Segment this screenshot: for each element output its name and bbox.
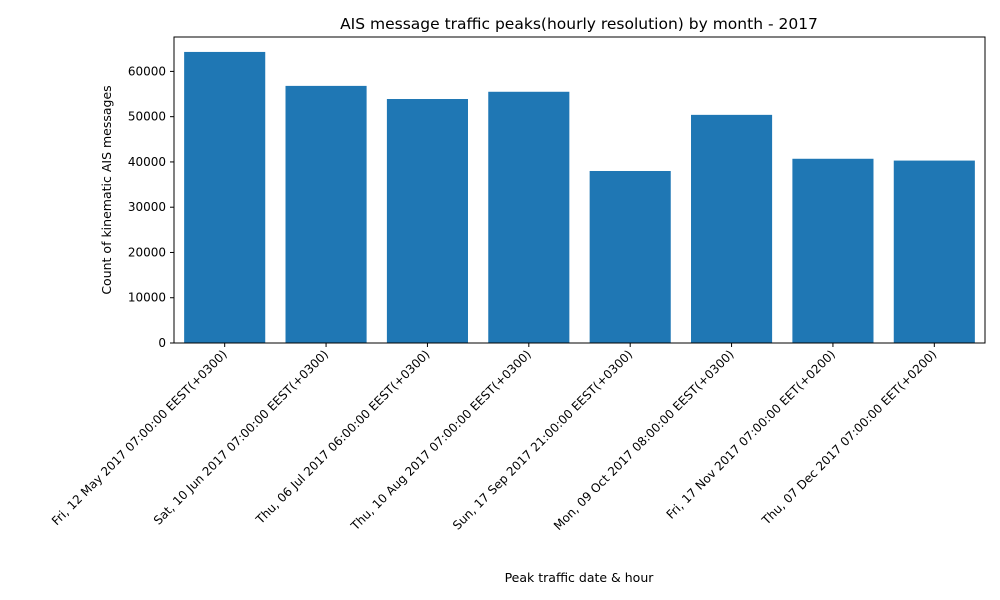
x-axis-title: Peak traffic date & hour [505,570,655,585]
bars-group [184,51,975,344]
x-tick-label: Thu, 10 Aug 2017 07:00:00 EEST(+0300) [348,347,534,533]
bar [589,170,671,343]
bar [386,99,468,343]
bar [488,91,570,344]
x-tick-label: Fri, 17 Nov 2017 07:00:00 EET(+0200) [664,347,838,521]
y-tick-label: 40000 [128,155,166,169]
y-axis: 0 10000 20000 30000 40000 50000 60000 [128,64,174,350]
plot-frame [173,36,986,344]
y-tick-label: 0 [158,336,166,350]
x-tick-label: Fri, 12 May 2017 07:00:00 EEST(+0300) [49,347,230,528]
bar [184,51,266,343]
x-tick-label: Mon, 09 Oct 2017 08:00:00 EEST(+0300) [551,347,737,533]
x-axis: Fri, 12 May 2017 07:00:00 EEST(+0300)Sat… [49,343,939,534]
chart-title: AIS message traffic peaks(hourly resolut… [340,15,818,33]
x-tick-label: Sat, 10 Jun 2017 07:00:00 EEST(+0300) [151,347,331,527]
y-tick-label: 60000 [128,64,166,78]
x-tick-label: Sun, 17 Sep 2017 21:00:00 EEST(+0300) [450,347,635,532]
bar [893,160,975,343]
bar [792,158,874,343]
x-tick-label: Thu, 07 Dec 2017 07:00:00 EET(+0200) [759,347,940,528]
bar [285,85,367,343]
x-tick-label: Thu, 06 Jul 2017 06:00:00 EEST(+0300) [252,347,432,527]
bar [691,114,773,343]
y-tick-label: 10000 [128,291,166,305]
y-tick-label: 30000 [128,200,166,214]
y-axis-title: Count of kinematic AIS messages [99,85,114,294]
y-tick-label: 20000 [128,245,166,259]
y-tick-label: 50000 [128,110,166,124]
